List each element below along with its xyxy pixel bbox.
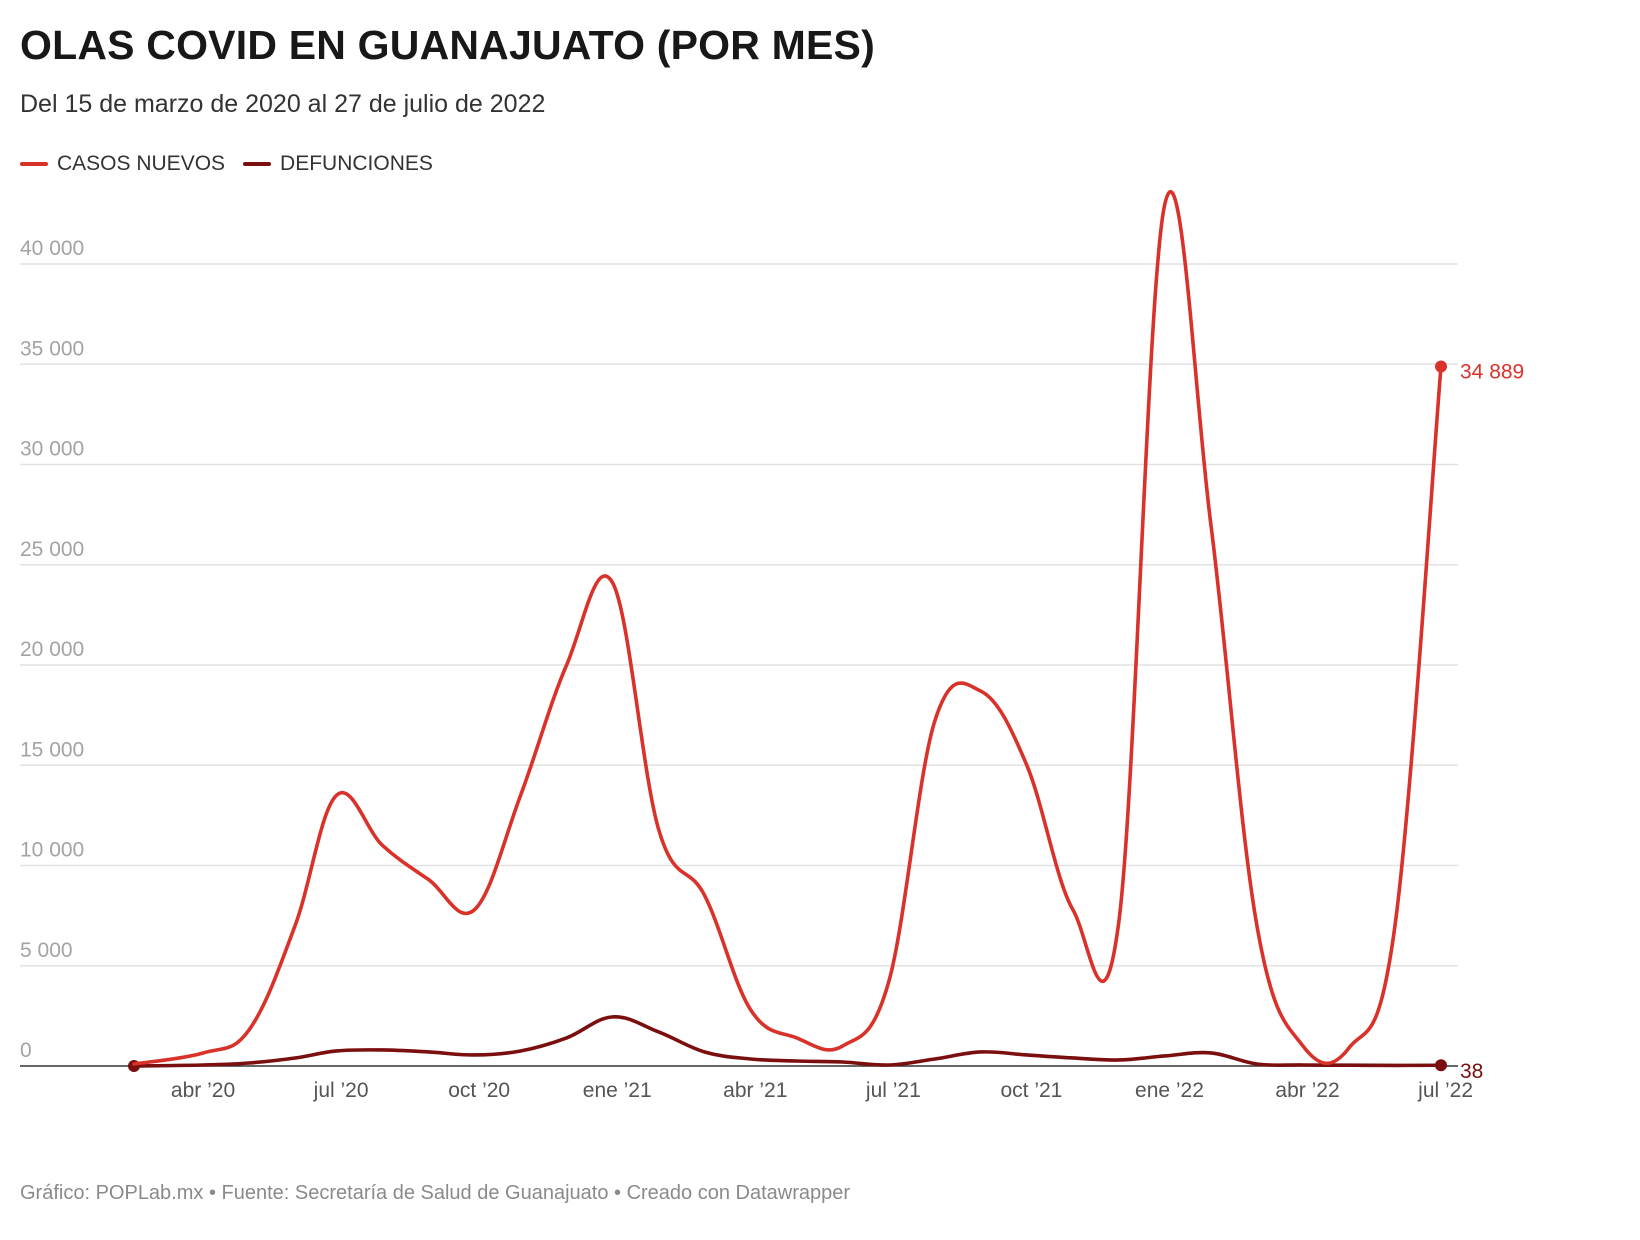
y-tick-label: 10 000: [20, 839, 84, 862]
end-marker-casos: [1435, 360, 1447, 373]
x-tick-label: jul ’21: [865, 1079, 921, 1102]
series-line-defunciones: [132, 1015, 1443, 1068]
x-tick-label: ene ’22: [1135, 1079, 1204, 1102]
legend-swatch-defunciones: [243, 162, 272, 166]
chart-title: OLAS COVID EN GUANAJUATO (POR MES): [20, 22, 875, 68]
end-marker-defunciones: [1435, 1059, 1447, 1072]
y-tick-label: 35 000: [20, 337, 84, 360]
legend-label-casos: CASOS NUEVOS: [57, 152, 226, 175]
end-value-label-defunciones: 38: [1460, 1060, 1483, 1083]
series-line-casos: [132, 190, 1443, 1066]
legend: CASOS NUEVOS DEFUNCIONES: [20, 152, 451, 176]
chart-subtitle: Del 15 de marzo de 2020 al 27 de julio d…: [20, 90, 546, 118]
end-value-label-casos: 34 889: [1460, 360, 1524, 383]
x-tick-label: oct ’21: [1000, 1079, 1062, 1102]
y-tick-label: 5 000: [20, 939, 73, 962]
legend-label-defunciones: DEFUNCIONES: [280, 152, 433, 175]
legend-item-casos: CASOS NUEVOS: [20, 152, 225, 176]
y-tick-label: 20 000: [20, 638, 84, 661]
legend-swatch-casos: [20, 162, 48, 166]
legend-item-defunciones: DEFUNCIONES: [243, 152, 433, 176]
y-tick-label: 25 000: [20, 538, 84, 561]
source-credit: Gráfico: POPLab.mx • Fuente: Secretaría …: [20, 1182, 851, 1204]
x-tick-label: abr ’21: [723, 1079, 787, 1102]
y-tick-label: 40 000: [20, 237, 84, 260]
x-tick-label: ene ’21: [583, 1079, 652, 1102]
y-tick-label: 0: [20, 1039, 32, 1062]
x-tick-label: oct ’20: [448, 1079, 510, 1102]
x-tick-label: abr ’20: [171, 1079, 235, 1102]
y-tick-label: 30 000: [20, 438, 84, 461]
x-tick-label: abr ’22: [1275, 1079, 1339, 1102]
x-tick-label: jul ’20: [313, 1079, 369, 1102]
x-tick-label: jul ’22: [1417, 1079, 1473, 1102]
y-tick-label: 15 000: [20, 738, 84, 761]
